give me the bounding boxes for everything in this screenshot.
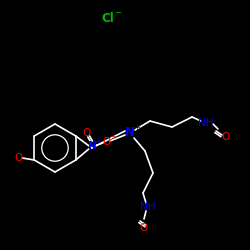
Text: +: + <box>134 122 140 132</box>
Text: O: O <box>83 128 91 138</box>
Text: Cl: Cl <box>102 12 114 24</box>
Text: O: O <box>139 223 147 233</box>
Text: O: O <box>14 153 22 163</box>
Text: N: N <box>125 126 135 140</box>
Text: O: O <box>221 132 229 142</box>
Text: NH: NH <box>198 118 214 128</box>
Text: O: O <box>103 137 111 147</box>
Text: +: + <box>94 136 101 145</box>
Text: −: − <box>114 8 121 18</box>
Text: −: − <box>110 132 116 141</box>
Text: N: N <box>88 141 97 151</box>
Text: NH: NH <box>140 202 156 212</box>
